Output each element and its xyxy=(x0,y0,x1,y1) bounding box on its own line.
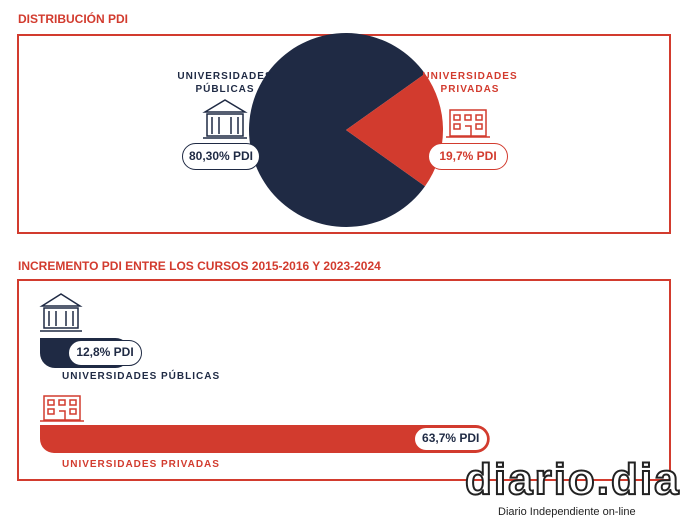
icon-private xyxy=(446,109,490,138)
watermark-tagline: Diario Independiente on-line xyxy=(498,506,636,518)
value-label: 19,7% PDI xyxy=(428,143,508,170)
category-label: UNIVERSIDADES PRIVADAS xyxy=(422,71,518,95)
icon-public xyxy=(202,99,248,139)
chart-title: DISTRIBUCIÓN PDI xyxy=(18,12,129,26)
watermark-logo: diario.dia xyxy=(464,454,681,505)
bar xyxy=(40,425,490,453)
pie-slice xyxy=(248,33,426,227)
icon-public xyxy=(39,293,83,332)
value-label: 80,30% PDI xyxy=(182,143,260,170)
category-label: UNIVERSIDADES PÚBLICAS xyxy=(62,371,221,382)
frame xyxy=(17,279,671,481)
value-label: 63,7% PDI xyxy=(413,427,488,451)
category-label: UNIVERSIDADES PÚBLICAS xyxy=(177,71,273,95)
chart-title: INCREMENTO PDI ENTRE LOS CURSOS 2015-201… xyxy=(18,259,381,273)
value-label: 12,8% PDI xyxy=(68,340,142,366)
icon-private xyxy=(40,395,84,422)
pie-slice xyxy=(346,73,443,187)
category-label: UNIVERSIDADES PRIVADAS xyxy=(62,459,220,470)
